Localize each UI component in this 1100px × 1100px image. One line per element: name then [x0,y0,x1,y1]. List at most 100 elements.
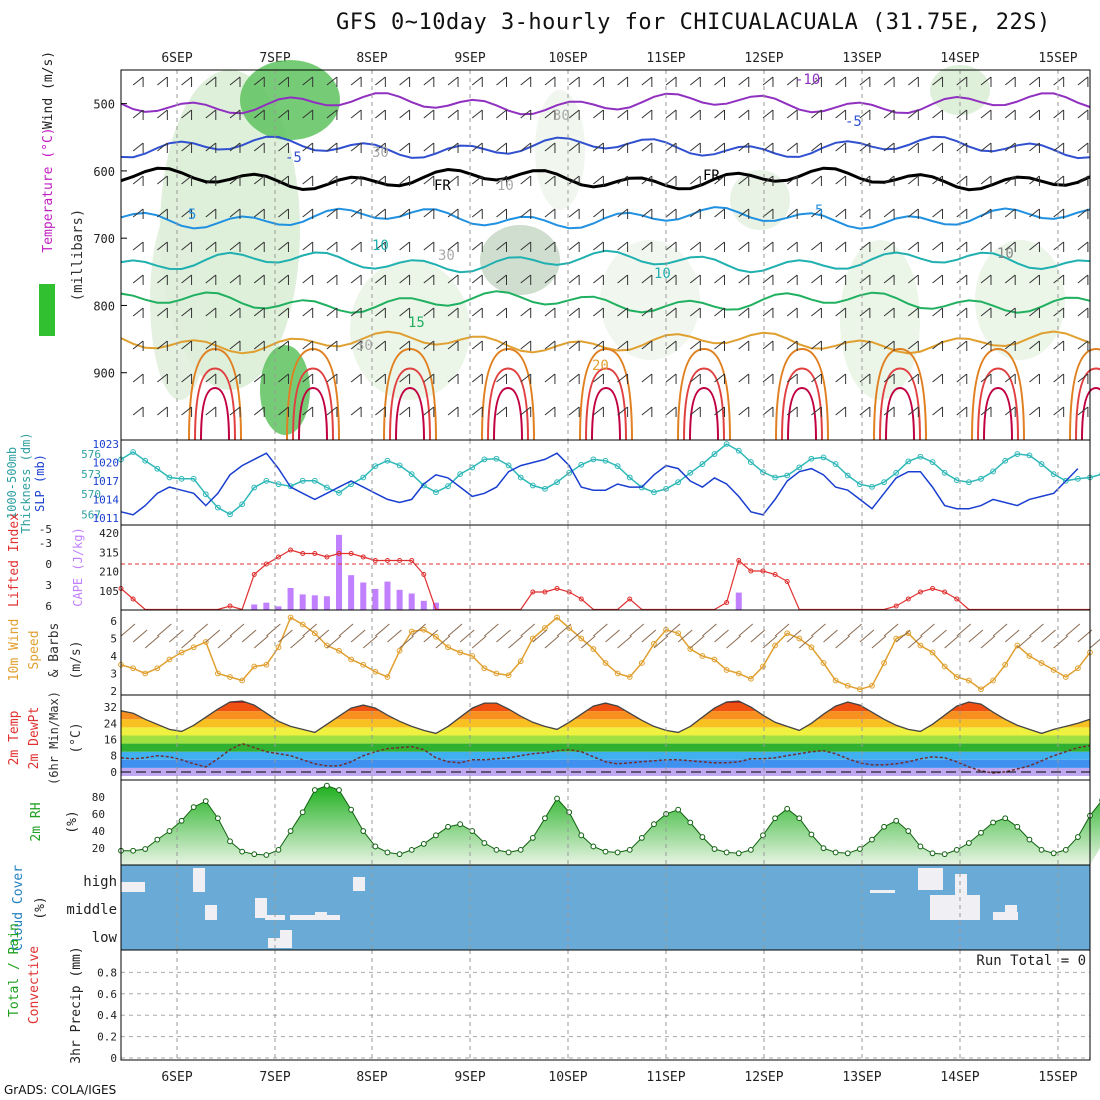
wind-speed-point [154,665,161,672]
wind-barb-staff [714,175,725,185]
wind-barb-staff [278,406,289,416]
wind-barb [811,142,822,153]
temp-label-4: (°C) [69,722,84,753]
wind-barb [496,76,507,87]
wind-barb-staff [738,142,750,152]
wind-barb-staff [157,175,168,185]
surface-wind-barb [169,629,184,643]
wind-barb [908,274,919,285]
wind-barb-staff [278,307,289,317]
wind-barb-staff [496,373,507,383]
wind-speed-point [336,647,342,654]
wind-barb [423,373,435,384]
wind-barb-staff [399,109,410,119]
surface-wind-barb [435,635,451,649]
rh-point [420,840,427,847]
rh-point [711,846,718,852]
wind-barb-staff [641,406,653,416]
contour-label: 20 [592,358,609,374]
wind-barb [326,109,338,120]
wind-barb-staff [908,373,919,383]
wind-speed-point [554,614,560,621]
wind-barb [1077,373,1089,384]
rh-point [772,815,778,822]
wind-barb-staff [1077,142,1089,152]
wind-barb [932,76,944,87]
wind-barb [520,208,532,219]
wind-barb-staff [326,406,338,416]
wind-barb [132,109,144,120]
lifted-index-point [784,579,790,584]
wind-speed-point [699,653,706,659]
wind-barb [689,109,701,120]
wind-barb-staff [617,340,628,350]
surface-wind-barb [544,635,560,649]
surface-wind-barb [387,629,402,643]
lifted-index-point [372,558,378,563]
wind-barb-staff [1053,208,1064,218]
li-tick: -3 [39,537,52,550]
wind-barb-staff [350,373,362,383]
cloud-cell [205,905,217,920]
wind-barb-staff [762,274,774,284]
lifted-index-label: Lifted Index [7,513,22,607]
wind-barb [447,76,459,87]
wind-speed-point [505,672,512,679]
wind-barb [980,109,992,120]
wind-barb-staff [641,76,653,86]
wind-barb-staff [350,307,362,317]
wind-barb [689,373,701,384]
wind-barb-staff [253,142,265,152]
wind-barb [278,274,289,285]
thickness-line [120,443,1100,516]
wind-barb-staff [568,406,580,416]
rh-point [554,795,560,802]
wind-barb-staff [423,109,435,119]
wind-barb [665,274,677,285]
wind-barb [375,406,386,417]
temperature-band [121,727,1090,736]
wind-barb-staff [835,76,846,86]
surface-wind-barb [1016,635,1032,649]
wind-barb [157,142,168,153]
wind-barb-staff [205,307,217,317]
temp-tick: 16 [104,734,117,747]
contour-label: 30 [553,108,570,124]
thickness-point [796,464,803,471]
wind-barb [811,406,822,417]
wind-barb-staff [835,175,846,185]
wind-barb-staff [520,373,532,383]
wind-barb [1004,274,1016,285]
wind-barb-staff [714,208,725,218]
surface-wind-barb [205,629,221,643]
pressure-tick-label: 700 [93,232,115,246]
wind-barb-staff [689,406,701,416]
wind-barb-staff [811,373,822,383]
thickness-point [457,471,464,478]
wind-barb [350,406,362,417]
wind-barb [253,340,265,351]
wind-barb [738,406,750,417]
wind-barb [520,175,532,186]
wind-barb [859,76,871,87]
wind-barb [375,76,386,87]
wind-speed-point [978,686,984,693]
wind-barb-staff [544,241,556,251]
lifted-index-point [760,568,766,574]
wind-barb [496,274,507,285]
wind-speed-point [420,626,427,633]
wind-barb [568,175,580,186]
surface-wind-barb [1089,638,1100,649]
wind-barb [157,307,168,318]
wind-barb-staff [544,373,556,383]
cape-bar [336,534,343,610]
wind-speed-point [760,663,766,670]
surface-wind-barb [229,623,245,637]
wind-barb [593,175,604,186]
wind-barb [350,241,362,252]
contour-label: -10 [795,72,820,88]
wind-barb [496,109,507,120]
thickness-point [990,468,996,475]
wind-barb-staff [157,274,168,284]
wind-barb-staff [278,241,289,251]
